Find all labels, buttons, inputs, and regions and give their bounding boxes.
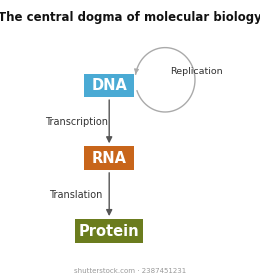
FancyBboxPatch shape — [84, 146, 134, 170]
Text: DNA: DNA — [91, 78, 127, 93]
FancyBboxPatch shape — [75, 219, 143, 243]
Text: RNA: RNA — [92, 151, 127, 166]
Text: The central dogma of molecular biology: The central dogma of molecular biology — [0, 11, 260, 24]
Text: Replication: Replication — [170, 67, 223, 76]
Text: shutterstock.com · 2387451231: shutterstock.com · 2387451231 — [74, 268, 186, 274]
Text: Protein: Protein — [79, 223, 140, 239]
Text: Translation: Translation — [49, 190, 103, 200]
Text: Transcription: Transcription — [46, 117, 108, 127]
FancyBboxPatch shape — [84, 74, 134, 97]
